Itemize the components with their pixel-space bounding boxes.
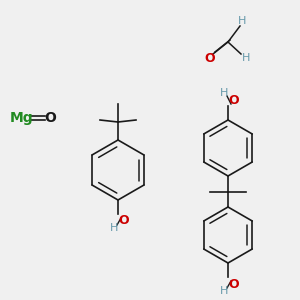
Text: O: O <box>119 214 129 227</box>
Text: O: O <box>44 111 56 125</box>
Text: Mg: Mg <box>10 111 34 125</box>
Text: O: O <box>205 52 215 64</box>
Text: O: O <box>229 278 239 290</box>
Text: O: O <box>229 94 239 107</box>
Text: H: H <box>220 88 228 98</box>
Text: H: H <box>220 286 228 296</box>
Text: H: H <box>238 16 246 26</box>
Text: H: H <box>242 53 250 63</box>
Text: H: H <box>110 223 118 233</box>
